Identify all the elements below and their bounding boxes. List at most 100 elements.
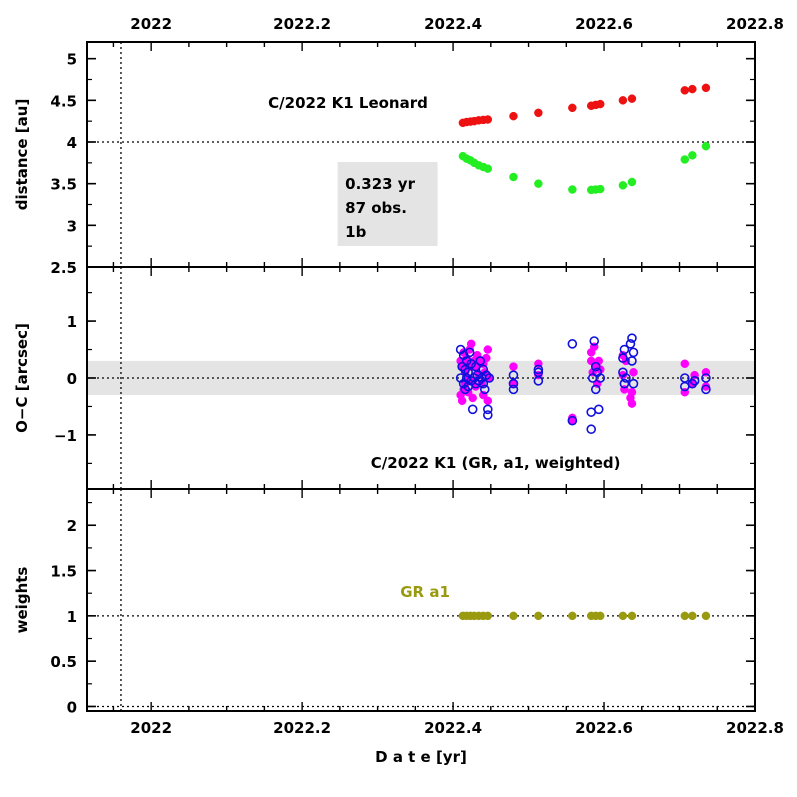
residuals-point-s1-14 (467, 404, 478, 415)
residuals-point-s0-31 (509, 362, 518, 371)
distance-ytick-label-2: 3.5 (50, 176, 77, 194)
weights-point-s0-17 (701, 611, 711, 621)
distance-point-s0-9 (568, 103, 577, 113)
distance-point-s1-9 (568, 185, 577, 194)
residuals-point-s1-54 (628, 347, 639, 358)
residuals-point-s1-40 (589, 336, 600, 346)
residuals-point-s1-33 (533, 376, 544, 386)
info-box-line-2: 1b (345, 223, 366, 241)
xtick-label-top-4: 2022.8 (726, 15, 784, 33)
weights-point-s0-14 (627, 611, 637, 621)
weights-panel-frame (86, 488, 756, 712)
residuals-point-s1-51 (625, 339, 636, 349)
distance-point-s1-16 (688, 151, 697, 160)
info-box-line-1: 87 obs. (345, 199, 407, 217)
residuals-point-s1-44 (593, 404, 604, 415)
distance-point-s0-12 (596, 99, 605, 109)
residuals-point-s0-51 (627, 387, 637, 397)
residuals-ytick-label-0: −1 (54, 427, 77, 445)
weights-point-s0-12 (596, 611, 605, 621)
distance-point-s0-8 (534, 108, 543, 118)
weights-panel-title: GR a1 (400, 583, 450, 601)
xtick-label-bottom-4: 2022.8 (726, 719, 784, 737)
chart-text: 2.5 3 3.5 4 4.5 5 distance [au] −1 0 1 O−C [arcsec… (13, 15, 784, 766)
residuals-point-s0-16 (468, 393, 477, 403)
distance-ytick-label-0: 2.5 (50, 259, 77, 277)
weights-point-s0-7 (509, 611, 518, 621)
distance-ytick-label-4: 4.5 (50, 92, 77, 110)
weights-ytick-label-2: 1 (67, 608, 77, 626)
distance-ylabel: distance [au] (13, 99, 31, 211)
distance-point-s1-7 (509, 172, 518, 182)
residuals-point-s1-55 (628, 378, 639, 389)
weights-point-s0-6 (483, 611, 493, 621)
distance-point-s0-16 (688, 84, 697, 94)
distance-point-s0-13 (618, 96, 628, 105)
residuals-point-s1-58 (687, 378, 698, 389)
distance-ytick-label-1: 3 (67, 217, 77, 235)
distance-point-s1-8 (534, 179, 543, 188)
info-box-line-0: 0.323 yr (345, 175, 415, 193)
xtick-label-top-2: 2022.4 (424, 15, 482, 33)
xtick-label-bottom-2: 2022.4 (424, 719, 482, 737)
residuals-point-s1-30 (508, 384, 519, 395)
residuals-point-s1-48 (619, 344, 630, 355)
residuals-point-s1-25 (481, 370, 492, 380)
distance-point-s0-7 (509, 111, 518, 121)
residuals-point-s0-50 (627, 399, 637, 408)
residuals-point-s1-24 (479, 384, 490, 395)
xtick-label-top-3: 2022.6 (575, 15, 633, 33)
distance-point-s0-14 (627, 94, 637, 103)
distance-point-s1-12 (596, 184, 605, 194)
residuals-point-s1-59 (689, 376, 700, 386)
x-axis-title: D a t e [yr] (375, 748, 467, 766)
weights-point-s0-8 (534, 611, 543, 621)
weights-point-s0-15 (680, 611, 690, 621)
distance-point-s1-14 (627, 177, 637, 187)
weights-point-s0-16 (688, 611, 697, 621)
weights-ytick-label-4: 2 (67, 517, 77, 535)
reference-lines (87, 42, 755, 711)
residuals-point-s1-36 (567, 415, 578, 426)
residual-panel-title: C/2022 K1 (GR, a1, weighted) (371, 454, 621, 472)
xtick-label-top-0: 2022 (130, 15, 172, 33)
distance-ytick-label-3: 4 (67, 134, 77, 152)
weights-ytick-label-0: 0 (67, 698, 77, 716)
weights-point-s0-9 (568, 611, 577, 621)
distance-panel-title: C/2022 K1 Leonard (268, 94, 428, 112)
xtick-label-top-1: 2022.2 (273, 15, 331, 33)
residuals-point-s1-9 (463, 367, 473, 378)
residuals-point-s0-52 (629, 368, 638, 377)
residuals-point-s1-20 (475, 356, 486, 366)
distance-point-s1-6 (483, 164, 493, 173)
residuals-point-s1-50 (621, 373, 631, 383)
residuals-point-s1-52 (627, 333, 637, 343)
residuals-point-s1-28 (484, 373, 495, 383)
distance-point-s0-6 (483, 115, 493, 124)
distance-ytick-label-5: 5 (67, 51, 77, 69)
residuals-point-s1-60 (701, 373, 711, 383)
residuals-point-s1-26 (482, 404, 493, 415)
residuals-point-s1-37 (586, 424, 597, 435)
axis-ticks (87, 42, 756, 711)
residuals-point-s1-34 (533, 364, 544, 375)
residuals-point-s1-42 (590, 384, 601, 395)
residuals-ylabel: O−C [arcsec] (13, 323, 31, 433)
background-bands (87, 162, 755, 396)
residuals-point-s1-49 (619, 378, 630, 389)
residuals-point-s0-3 (457, 396, 467, 406)
residuals-point-s1-27 (482, 410, 493, 420)
residuals-point-s1-6 (460, 384, 470, 395)
residuals-point-s1-45 (595, 373, 606, 383)
xtick-label-bottom-1: 2022.2 (273, 719, 331, 737)
residuals-point-s1-41 (590, 361, 601, 372)
xtick-label-bottom-3: 2022.6 (575, 719, 633, 737)
weights-ylabel: weights (13, 567, 31, 634)
residuals-point-s0-14 (466, 339, 476, 349)
distance-point-s0-15 (680, 86, 690, 95)
weights-ytick-label-3: 1.5 (50, 563, 77, 581)
distance-point-s1-17 (701, 141, 711, 151)
distance-point-s0-17 (701, 83, 711, 93)
distance-point-s1-13 (618, 181, 628, 190)
